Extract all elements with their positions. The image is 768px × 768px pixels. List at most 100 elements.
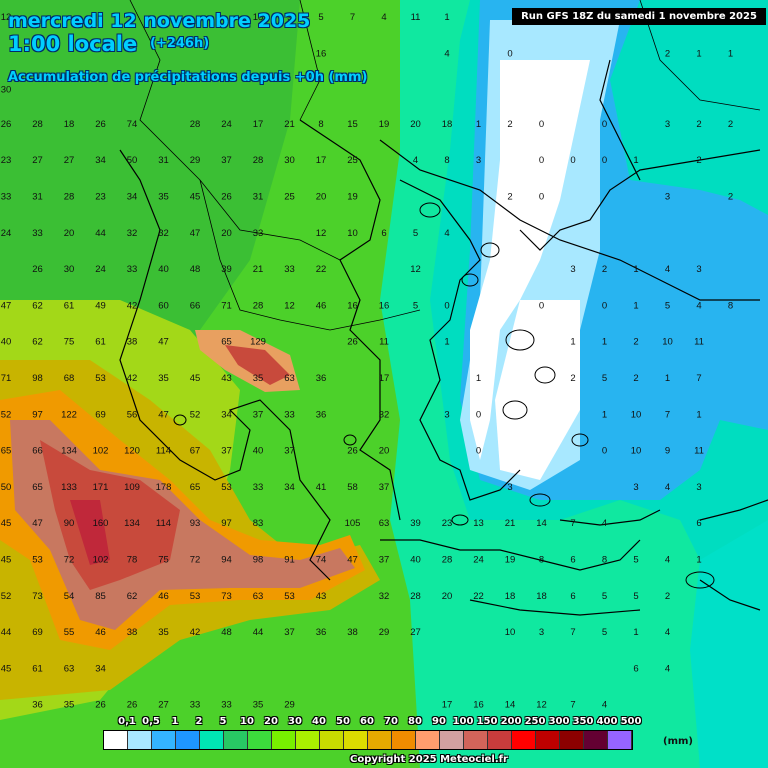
grid-value: 63 (64, 663, 75, 674)
grid-value: 63 (284, 373, 295, 384)
legend-label: 50 (336, 716, 350, 727)
grid-value: 102 (93, 555, 109, 566)
grid-value: 98 (253, 555, 264, 566)
legend-swatch (344, 731, 368, 749)
grid-value: 5 (318, 12, 323, 23)
grid-value: 63 (379, 518, 390, 529)
grid-value: 18 (505, 591, 516, 602)
grid-value: 36 (316, 409, 327, 420)
grid-value: 72 (190, 555, 201, 566)
grid-value: 7 (696, 373, 701, 384)
grid-value: 178 (156, 482, 172, 493)
grid-value: 32 (379, 591, 390, 602)
grid-value: 97 (32, 409, 43, 420)
grid-value: 29 (284, 700, 295, 711)
grid-value: 22 (316, 264, 327, 275)
grid-value: 53 (95, 373, 106, 384)
grid-value: 1 (728, 48, 733, 59)
grid-value: 31 (32, 192, 43, 203)
grid-value: 16 (316, 48, 327, 59)
grid-value: 3 (665, 192, 670, 203)
legend-label: 40 (312, 716, 326, 727)
grid-value: 0 (539, 155, 544, 166)
grid-value: 38 (347, 627, 358, 638)
grid-value: 62 (32, 300, 43, 311)
grid-value: 20 (410, 119, 421, 130)
grid-value: 68 (64, 373, 75, 384)
grid-value: 37 (379, 555, 390, 566)
grid-value: 44 (253, 627, 264, 638)
grid-value: 78 (127, 555, 138, 566)
grid-value: 1 (633, 155, 638, 166)
grid-value: 61 (32, 663, 43, 674)
grid-value: 56 (127, 409, 138, 420)
grid-value: 3 (476, 155, 481, 166)
borders (129, 0, 761, 331)
grid-value: 14 (505, 700, 516, 711)
grid-value: 26 (347, 446, 358, 457)
grid-value: 75 (158, 555, 169, 566)
grid-value: 45 (1, 663, 12, 674)
grid-value: 28 (64, 192, 75, 203)
grid-value: 34 (95, 663, 106, 674)
grid-value: 12 (536, 700, 547, 711)
grid-value: 66 (32, 446, 43, 457)
legend-swatch (128, 731, 152, 749)
legend-label: 5 (219, 716, 227, 727)
grid-value: 53 (190, 591, 201, 602)
grid-value: 2 (665, 48, 670, 59)
grid-value: 45 (190, 373, 201, 384)
grid-value: 61 (95, 337, 106, 348)
grid-value: 42 (190, 627, 201, 638)
grid-value: 33 (253, 482, 264, 493)
grid-value: 133 (61, 482, 77, 493)
grid-value: 171 (93, 482, 109, 493)
legend-label: 30 (288, 716, 302, 727)
legend-label: 300 (548, 716, 570, 727)
grid-value: 37 (253, 409, 264, 420)
grid-value: 1 (476, 373, 481, 384)
grid-value: 35 (158, 627, 169, 638)
grid-value: 41 (316, 482, 327, 493)
grid-value: 46 (316, 300, 327, 311)
grid-value: 31 (253, 192, 264, 203)
grid-value: 28 (253, 300, 264, 311)
legend-label: 350 (572, 716, 594, 727)
grid-value: 18 (253, 12, 264, 23)
grid-value: 5 (665, 300, 670, 311)
grid-value: 19 (347, 192, 358, 203)
grid-value: 2 (507, 192, 512, 203)
grid-value: 90 (64, 518, 75, 529)
grid-value: 4 (381, 12, 386, 23)
grid-value: 10 (631, 409, 642, 420)
grid-value: 83 (253, 518, 264, 529)
grid-value: 39 (221, 264, 232, 275)
grid-value: 12 (284, 300, 295, 311)
grid-value: 35 (64, 700, 75, 711)
grid-value: 114 (156, 518, 171, 529)
grid-value: 47 (32, 518, 43, 529)
grid-value: 24 (473, 555, 484, 566)
grid-value: 54 (64, 591, 75, 602)
legend-label: 100 (452, 716, 474, 727)
grid-value: 28 (190, 119, 201, 130)
grid-value: 52 (1, 591, 12, 602)
grid-value: 19 (505, 555, 516, 566)
grid-value: 24 (221, 119, 232, 130)
grid-value: 26 (95, 700, 106, 711)
grid-value: 1 (696, 48, 701, 59)
legend-swatch (416, 731, 440, 749)
grid-value: 58 (347, 482, 358, 493)
grid-value: 14 (536, 518, 547, 529)
grid-value: 1 (633, 264, 638, 275)
legend-swatch (368, 731, 392, 749)
grid-value: 0 (602, 155, 607, 166)
grid-value: 6 (633, 663, 638, 674)
legend-swatch (488, 731, 512, 749)
grid-value: 50 (127, 155, 138, 166)
grid-value: 32 (127, 228, 138, 239)
grid-value: 33 (32, 228, 43, 239)
legend-label: 80 (408, 716, 422, 727)
grid-value: 23 (1, 155, 12, 166)
grid-value: 45 (1, 555, 12, 566)
